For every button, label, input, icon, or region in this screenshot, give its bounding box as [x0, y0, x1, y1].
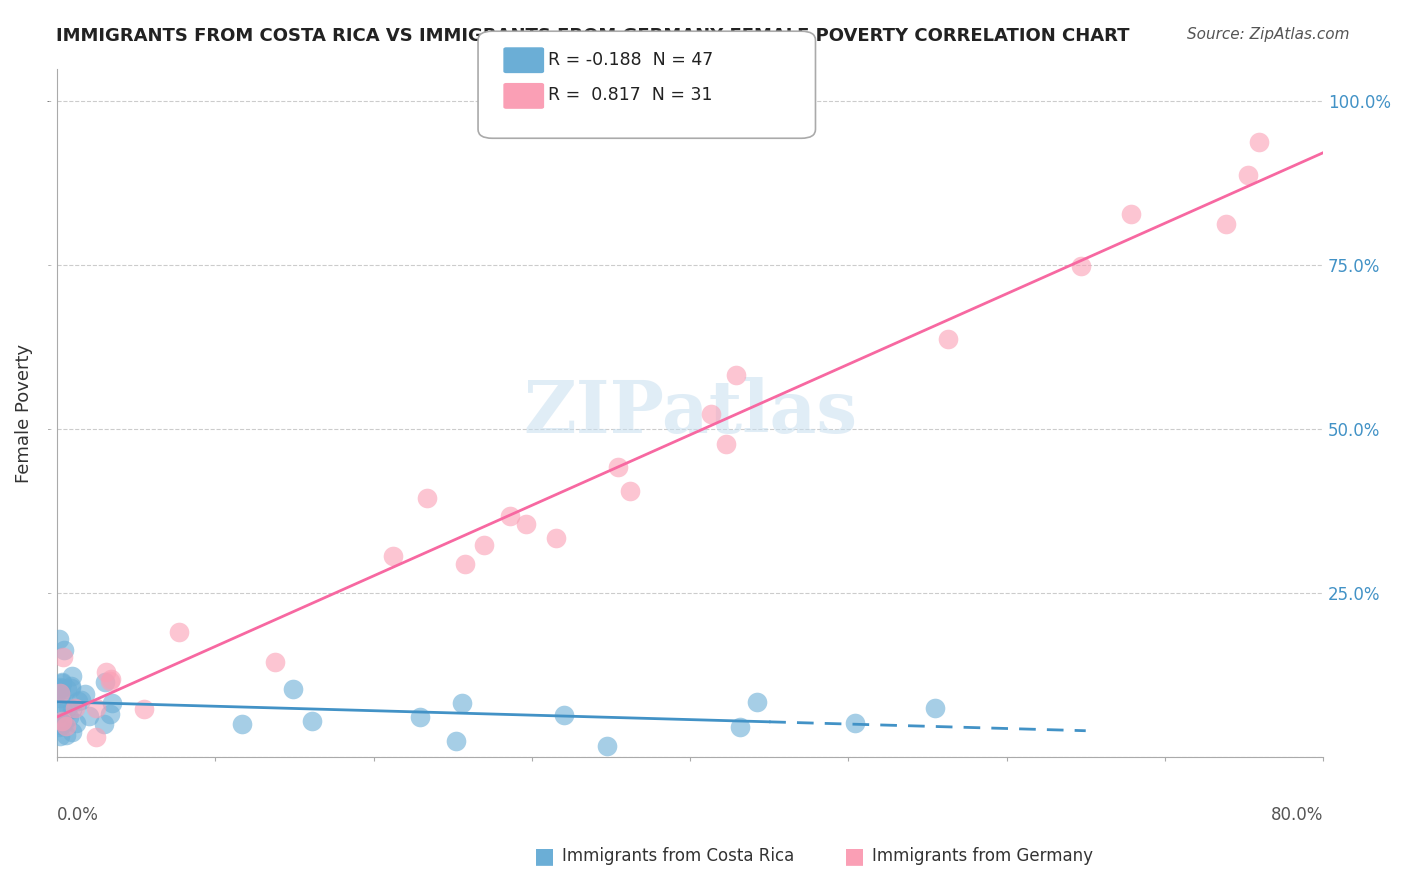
Point [699, 407, 721, 421]
Point [1237, 169, 1260, 183]
Point [77, 709, 100, 723]
Point [93, 675, 115, 690]
Point [49, 681, 72, 695]
Point [49, 686, 72, 700]
Point [65, 701, 87, 715]
Point [100, 673, 122, 687]
Point [52, 702, 75, 716]
Point [60, 679, 83, 693]
Point [728, 721, 751, 735]
Point [101, 697, 124, 711]
Point [745, 695, 768, 709]
Text: ■: ■ [844, 847, 865, 866]
Point [844, 715, 866, 730]
Point [51, 714, 73, 728]
Point [619, 484, 641, 499]
Point [48, 632, 70, 646]
Point [51, 676, 73, 690]
Text: Immigrants from Costa Rica: Immigrants from Costa Rica [562, 847, 794, 865]
Point [48, 682, 70, 697]
Point [938, 332, 960, 346]
Text: R = -0.188  N = 47: R = -0.188 N = 47 [548, 51, 714, 69]
Point [84, 731, 107, 745]
Text: 80.0%: 80.0% [1271, 805, 1323, 823]
Point [48, 682, 70, 697]
Point [60, 724, 83, 739]
Point [93, 717, 115, 731]
Point [48, 718, 70, 732]
Point [924, 701, 946, 715]
Point [52, 650, 75, 665]
Point [49, 683, 72, 698]
Point [48, 706, 70, 720]
Point [55, 718, 77, 732]
Point [1119, 207, 1142, 221]
Text: Immigrants from Germany: Immigrants from Germany [872, 847, 1092, 865]
Point [472, 538, 495, 552]
Point [416, 491, 439, 506]
Point [75, 687, 97, 701]
Point [167, 625, 190, 640]
Point [553, 708, 575, 723]
Point [58, 699, 80, 714]
Point [49, 691, 72, 706]
Point [716, 436, 738, 450]
Point [454, 558, 477, 572]
Point [1070, 259, 1092, 273]
Point [60, 669, 83, 683]
Point [98, 673, 121, 688]
Point [546, 531, 568, 545]
Point [58, 710, 80, 724]
Point [48, 729, 70, 743]
Text: R =  0.817  N = 31: R = 0.817 N = 31 [548, 87, 713, 104]
Text: 0.0%: 0.0% [58, 805, 98, 823]
Point [724, 368, 747, 382]
Point [1215, 217, 1237, 231]
Point [263, 655, 285, 669]
Point [409, 709, 432, 723]
Text: ZIPatlas: ZIPatlas [523, 377, 858, 449]
Point [596, 739, 619, 753]
Point [607, 459, 630, 474]
Point [281, 682, 304, 697]
Point [446, 734, 468, 748]
Point [381, 549, 404, 563]
Point [134, 702, 156, 716]
Point [48, 720, 70, 734]
Point [53, 715, 76, 730]
Y-axis label: Female Poverty: Female Poverty [15, 343, 32, 483]
Point [515, 516, 537, 531]
Text: IMMIGRANTS FROM COSTA RICA VS IMMIGRANTS FROM GERMANY FEMALE POVERTY CORRELATION: IMMIGRANTS FROM COSTA RICA VS IMMIGRANTS… [56, 27, 1130, 45]
Point [65, 715, 87, 730]
Point [55, 681, 77, 696]
Point [98, 706, 121, 721]
Point [498, 508, 520, 523]
Point [84, 701, 107, 715]
Point [60, 702, 83, 716]
Point [55, 728, 77, 742]
Point [451, 697, 474, 711]
Point [1247, 135, 1270, 149]
Point [70, 692, 93, 706]
Point [53, 643, 76, 657]
Point [66, 694, 89, 708]
Point [51, 674, 73, 689]
Point [231, 717, 253, 731]
Point [94, 665, 117, 680]
Point [60, 681, 83, 695]
Point [49, 718, 72, 732]
Text: ■: ■ [534, 847, 555, 866]
Point [301, 714, 323, 728]
Text: Source: ZipAtlas.com: Source: ZipAtlas.com [1187, 27, 1350, 42]
Point [49, 681, 72, 695]
